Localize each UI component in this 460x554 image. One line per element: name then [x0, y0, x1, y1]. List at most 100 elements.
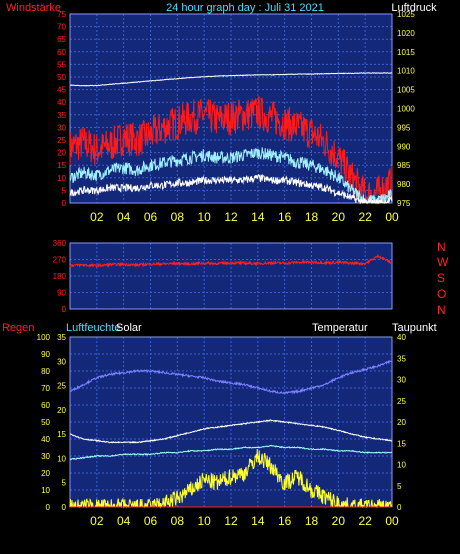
x-tick-label: 20: [332, 210, 346, 224]
x-tick-label: 10: [197, 210, 211, 224]
y-tick-label-direction: 270: [53, 256, 67, 265]
y-tick-label-dewpoint: 35: [397, 354, 406, 363]
x-tick-label: 02: [90, 210, 104, 224]
y-tick-label-dewpoint: 30: [397, 376, 406, 385]
header-title: 24 hour graph day : Juli 31 2021: [166, 2, 324, 14]
y-tick-label-wind: 60: [57, 48, 66, 57]
y-tick-label-wind: 50: [57, 73, 66, 82]
x-tick-label: 16: [278, 210, 292, 224]
x-tick-label: 06: [144, 210, 158, 224]
y-tick-label-wind: 35: [57, 111, 66, 120]
y-tick-label-dewpoint: 10: [397, 461, 406, 470]
y-tick-label-regen: 20: [41, 469, 50, 478]
y-tick-label-wind: 75: [57, 10, 66, 19]
x-tick-label: 02: [90, 514, 104, 528]
x-tick-label: 22: [358, 514, 372, 528]
plot-border: [69, 13, 393, 204]
y-tick-label-direction: 90: [57, 289, 66, 298]
y-tick-label-regen: 60: [41, 401, 50, 410]
label-solar: Solar: [116, 322, 142, 334]
y-tick-label-regen: 90: [41, 350, 50, 359]
y-tick-label-pressure: 1010: [397, 67, 415, 76]
x-tick-label: 06: [144, 514, 158, 528]
y-tick-label-humidity: 20: [57, 406, 66, 415]
series-wind-gust: [69, 96, 393, 204]
label-taupunkt: Taupunkt: [392, 322, 437, 334]
y-tick-label-pressure: 985: [397, 161, 411, 170]
y-tick-label-dewpoint: 15: [397, 439, 406, 448]
x-tick-label: 08: [171, 514, 185, 528]
series-wind-min: [69, 173, 393, 205]
label-luftfeuchte: Luftfeuchte: [66, 322, 120, 334]
y-tick-label-pressure: 1000: [397, 105, 415, 114]
y-tick-label-pressure: 995: [397, 123, 411, 132]
y-tick-label-wind: 25: [57, 136, 66, 145]
y-tick-label-direction: 0: [62, 305, 67, 314]
x-tick-label: 18: [305, 210, 319, 224]
y-tick-label-wind: 5: [62, 186, 67, 195]
y-tick-label-pressure: 975: [397, 199, 411, 208]
y-tick-label-regen: 50: [41, 418, 50, 427]
series-pressure: [70, 72, 393, 87]
y-tick-label-regen: 40: [41, 435, 50, 444]
series-dewpoint: [69, 444, 393, 461]
y-tick-label-direction: 360: [53, 239, 67, 248]
y-tick-label-humidity: 0: [62, 503, 67, 512]
x-tick-label: 20: [332, 514, 346, 528]
dir-label-s: S: [437, 271, 445, 285]
y-tick-label-dewpoint: 40: [397, 333, 406, 342]
dir-label-o: O: [437, 287, 446, 301]
dir-label-w: W: [437, 255, 449, 269]
x-tick-label: 16: [278, 514, 292, 528]
plot-border: [69, 242, 393, 310]
y-tick-label-regen: 0: [46, 503, 51, 512]
y-tick-label-wind: 40: [57, 98, 66, 107]
series-solar: [69, 448, 393, 509]
y-tick-label-pressure: 990: [397, 142, 411, 151]
y-tick-label-wind: 45: [57, 86, 66, 95]
y-tick-label-wind: 70: [57, 23, 66, 32]
y-tick-label-regen: 10: [41, 486, 50, 495]
header-left-label: Windstärke: [6, 2, 61, 14]
x-tick-label: 14: [251, 514, 265, 528]
y-tick-label-regen: 70: [41, 384, 50, 393]
y-tick-label-dewpoint: 5: [397, 482, 402, 491]
y-tick-label-direction: 180: [53, 272, 67, 281]
y-tick-label-dewpoint: 20: [397, 418, 406, 427]
x-tick-label: 22: [358, 210, 372, 224]
y-tick-label-wind: 30: [57, 123, 66, 132]
y-tick-label-pressure: 1025: [397, 10, 415, 19]
x-tick-label: 12: [224, 514, 238, 528]
x-tick-label: 10: [197, 514, 211, 528]
y-tick-label-humidity: 15: [57, 430, 66, 439]
label-regen: Regen: [2, 322, 34, 334]
y-tick-label-humidity: 25: [57, 382, 66, 391]
x-tick-label: 00: [385, 514, 399, 528]
header-right-label: Luftdruck: [391, 2, 437, 14]
series-wind-direction: [69, 253, 393, 269]
y-tick-label-wind: 55: [57, 60, 66, 69]
y-tick-label-humidity: 5: [62, 479, 67, 488]
x-tick-label: 08: [171, 210, 185, 224]
series-wind-avg: [69, 147, 393, 205]
y-tick-label-wind: 10: [57, 174, 66, 183]
x-tick-label: 18: [305, 514, 319, 528]
y-tick-label-wind: 20: [57, 149, 66, 158]
y-tick-label-wind: 65: [57, 35, 66, 44]
y-tick-label-dewpoint: 25: [397, 397, 406, 406]
x-tick-label: 04: [117, 210, 131, 224]
x-tick-label: 00: [385, 210, 399, 224]
y-tick-label-dewpoint: 0: [397, 503, 402, 512]
y-tick-label-humidity: 30: [57, 357, 66, 366]
y-tick-label-humidity: 35: [57, 333, 66, 342]
label-temperatur: Temperatur: [312, 322, 368, 334]
y-tick-label-regen: 30: [41, 452, 50, 461]
y-tick-label-wind: 15: [57, 161, 66, 170]
dir-label-n-bottom: N: [437, 303, 446, 317]
x-tick-label: 12: [224, 210, 238, 224]
y-tick-label-wind: 0: [62, 199, 67, 208]
y-tick-label-pressure: 1020: [397, 29, 415, 38]
dir-label-n-top: N: [437, 240, 446, 254]
series-temperature: [69, 419, 393, 444]
